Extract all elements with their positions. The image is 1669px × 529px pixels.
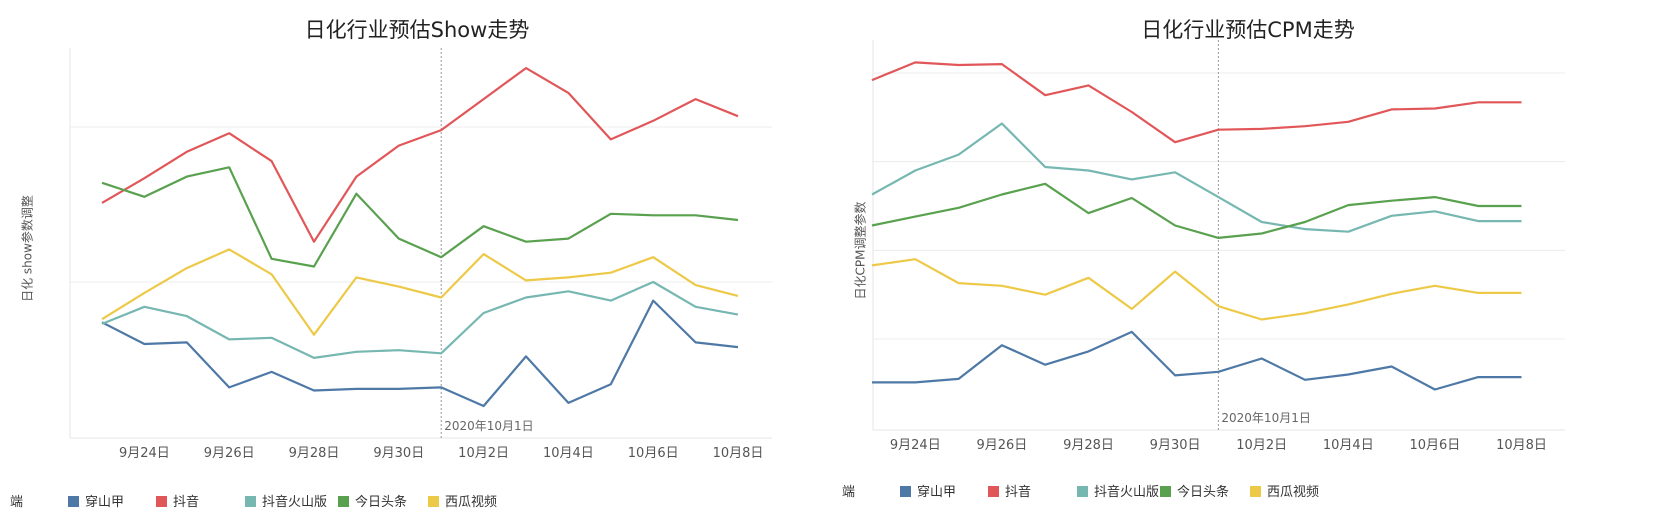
series-line (871, 61, 1522, 144)
legend-title: 端 (842, 485, 856, 500)
legend-item[interactable]: 穿山甲 (68, 491, 124, 510)
x-tick-label: 10月6日 (1409, 438, 1460, 453)
x-tick-label: 10月8日 (713, 446, 764, 461)
legend-swatch (900, 486, 911, 497)
legend-swatch (988, 486, 999, 497)
legend-label: 抖音 (173, 495, 200, 510)
series-line (101, 166, 739, 268)
reference-label: 2020年10月1日 (1221, 411, 1310, 425)
legend-swatch (428, 496, 439, 507)
legend-label: 西瓜视频 (1267, 485, 1320, 500)
legend-swatch (1160, 486, 1171, 497)
x-tick-label: 10月6日 (628, 446, 679, 461)
legend-item[interactable]: 西瓜视频 (1250, 481, 1319, 500)
series-line (101, 280, 739, 359)
legend-label: 抖音火山版 (262, 495, 328, 510)
legend-item[interactable]: 抖音火山版 (1077, 481, 1159, 500)
series-line (871, 182, 1522, 239)
x-tick-label: 9月24日 (890, 438, 941, 453)
x-tick-label: 9月28日 (1063, 438, 1114, 453)
legend-item[interactable]: 抖音 (988, 481, 1031, 500)
x-tick-label: 10月4日 (543, 446, 594, 461)
legend-item[interactable]: 西瓜视频 (428, 491, 497, 510)
legend-swatch (1077, 486, 1088, 497)
cpm-chart-svg: 2020年10月1日 9月24日 9月26日 9月28日 9月30日 10月2日 10月4日… (871, 40, 1565, 453)
x-tick-label: 9月26日 (204, 446, 255, 461)
x-tick-label: 9月30日 (1150, 438, 1201, 453)
x-tick-label: 10月2日 (458, 446, 509, 461)
show-chart-svg: 2020年10月1日 9月24日 9月26日 9月28日 9月30日 10月2日 10月4日… (69, 48, 772, 461)
legend-item[interactable]: 穿山甲 (900, 481, 956, 500)
legend-item[interactable]: 抖音火山版 (245, 491, 327, 510)
legend-swatch (1250, 486, 1261, 497)
x-tick-label: 10月8日 (1496, 438, 1547, 453)
legend-swatch (245, 496, 256, 507)
legend-label: 今日头条 (1177, 485, 1230, 500)
legend-title: 端 (10, 495, 24, 510)
series-line (101, 248, 739, 336)
cpm-chart-panel: 日化行业预估CPM走势 日化CPM调整参数 2020年10月1日 9月24日 9月2… (834, 0, 1669, 529)
legend-swatch (156, 496, 167, 507)
x-tick-label: 9月28日 (289, 446, 340, 461)
series-line (101, 66, 739, 243)
legend-swatch (68, 496, 79, 507)
reference-label: 2020年10月1日 (444, 419, 533, 433)
legend-item[interactable]: 今日头条 (1160, 481, 1229, 500)
legend-label: 穿山甲 (917, 485, 957, 500)
series-line (872, 330, 1522, 391)
series-line (871, 258, 1522, 321)
legend-label: 西瓜视频 (445, 495, 498, 510)
chart-title: 日化行业预估Show走势 (304, 18, 530, 42)
chart-title: 日化行业预估CPM走势 (1141, 18, 1355, 42)
x-tick-label: 9月24日 (119, 446, 170, 461)
legend-item[interactable]: 抖音 (156, 491, 199, 510)
x-tick-label: 9月30日 (373, 446, 424, 461)
legend-label: 穿山甲 (85, 495, 125, 510)
legend-swatch (338, 496, 349, 507)
legend-label: 抖音火山版 (1094, 485, 1160, 500)
legend-label: 今日头条 (355, 495, 408, 510)
show-chart-panel: 日化行业预估Show走势 日化 show参数调整 2020年10月1日 9月24日… (0, 0, 834, 529)
x-tick-label: 10月4日 (1323, 438, 1374, 453)
x-tick-label: 10月2日 (1236, 438, 1287, 453)
series-line (871, 122, 1522, 233)
x-tick-label: 9月26日 (976, 438, 1027, 453)
legend-label: 抖音 (1005, 485, 1032, 500)
series-line (101, 299, 739, 408)
legend-item[interactable]: 今日头条 (338, 491, 407, 510)
